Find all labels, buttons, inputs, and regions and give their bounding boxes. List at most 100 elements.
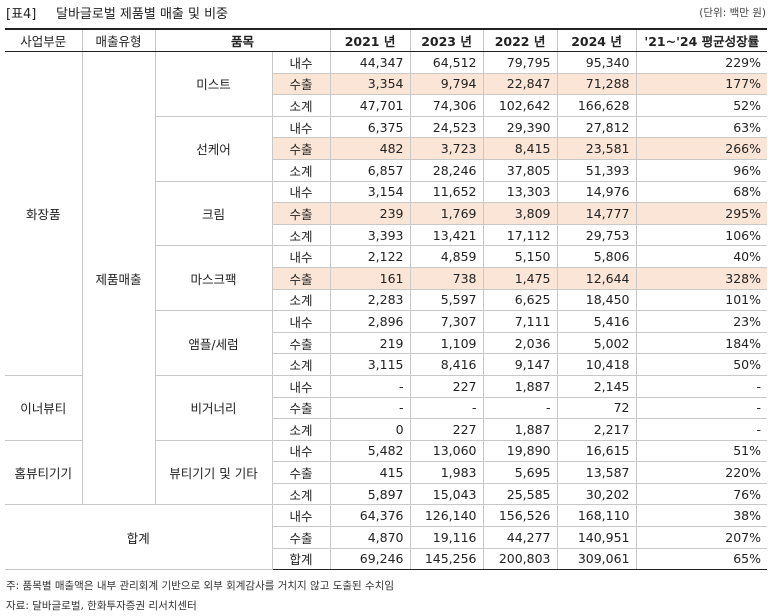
value-cell: 6,857 bbox=[329, 158, 411, 182]
value-cell: 1,475 bbox=[482, 266, 558, 290]
value-cell: 71,288 bbox=[556, 72, 637, 96]
value-cell: 29,753 bbox=[556, 223, 637, 247]
total-row: 합계 내수 64,376 126,140 156,526 168,110 38% bbox=[5, 504, 768, 571]
row-label: 수출 bbox=[272, 137, 331, 160]
row-label: 수출 bbox=[272, 202, 331, 225]
value-cell: 126,140 bbox=[409, 504, 484, 528]
value-cell: 40% bbox=[635, 245, 768, 268]
table-row: 마스크팩 내수 2,122 4,859 5,150 5,806 40% bbox=[5, 245, 768, 312]
value-cell: 64,512 bbox=[409, 51, 484, 74]
value-cell: 102,642 bbox=[482, 94, 558, 117]
value-cell: 140,951 bbox=[556, 526, 637, 549]
value-cell: 19,116 bbox=[409, 526, 484, 549]
value-cell: 12,644 bbox=[556, 266, 637, 290]
value-cell: 207% bbox=[635, 526, 768, 549]
table-row: 수출 219 1,109 2,036 5,002 184% bbox=[5, 331, 768, 355]
value-cell: 145,256 bbox=[409, 547, 484, 571]
value-cell: 3,154 bbox=[329, 180, 411, 204]
value-cell: 64,376 bbox=[329, 504, 411, 528]
table-title: 달바글로벌 제품별 매출 및 비중 bbox=[56, 7, 229, 22]
value-cell: 74,306 bbox=[409, 94, 484, 117]
value-cell: 25,585 bbox=[482, 482, 558, 506]
row-label: 내수 bbox=[271, 310, 331, 333]
value-cell: 2,217 bbox=[556, 418, 637, 441]
row-label: 내수 bbox=[271, 245, 331, 268]
value-cell: 328% bbox=[635, 266, 768, 290]
row-label: 소계 bbox=[272, 482, 331, 506]
item-cell: 미스트 bbox=[154, 51, 273, 117]
column-header: 품목 bbox=[154, 28, 331, 52]
value-cell: 227 bbox=[409, 374, 484, 398]
value-cell: 96% bbox=[635, 158, 768, 182]
table-row: 수출 3,354 9,794 22,847 71,288 177% bbox=[5, 72, 768, 96]
value-cell: 5,695 bbox=[482, 461, 558, 484]
value-cell: 1,769 bbox=[409, 202, 484, 225]
value-cell: 52% bbox=[635, 94, 768, 117]
value-cell: 2,145 bbox=[556, 374, 637, 398]
value-cell: 8,415 bbox=[482, 137, 558, 160]
segment-cell: 홈뷰티기기 bbox=[5, 439, 83, 506]
value-cell: 5,806 bbox=[556, 245, 637, 268]
value-cell: 1,887 bbox=[482, 374, 558, 398]
value-cell: 7,307 bbox=[409, 310, 484, 333]
value-cell: 15,043 bbox=[409, 482, 484, 506]
table-row: 화장품 제품매출 미스트 내수 44,347 64,512 79,795 95,340 229% bbox=[5, 50, 768, 506]
value-cell: 79,795 bbox=[482, 51, 558, 74]
row-label: 내수 bbox=[271, 374, 331, 398]
column-header: 2021 년 bbox=[329, 28, 411, 52]
value-cell: - bbox=[635, 374, 768, 398]
row-label: 수출 bbox=[272, 266, 331, 290]
value-cell: 101% bbox=[635, 288, 768, 312]
item-cell: 선케어 bbox=[155, 115, 273, 182]
sales-type-cell: 제품매출 bbox=[81, 50, 156, 506]
value-cell: 166,628 bbox=[556, 94, 637, 117]
value-cell: - bbox=[409, 396, 484, 420]
value-cell: 227 bbox=[409, 418, 484, 441]
value-cell: 8,416 bbox=[409, 353, 484, 376]
value-cell: 29,390 bbox=[482, 115, 558, 139]
value-cell: 3,809 bbox=[482, 202, 558, 225]
value-cell: 65% bbox=[635, 547, 768, 571]
row-label: 소계 bbox=[272, 94, 331, 117]
value-cell: 168,110 bbox=[556, 504, 637, 528]
row-label: 소계 bbox=[272, 288, 331, 312]
value-cell: 9,147 bbox=[482, 353, 558, 376]
table-body: 화장품 제품매출 미스트 내수 44,347 64,512 79,795 95,340 229%… bbox=[5, 50, 768, 571]
value-cell: 5,416 bbox=[556, 310, 637, 333]
row-label: 내수 bbox=[271, 180, 331, 204]
value-cell: 10,418 bbox=[556, 353, 637, 376]
row-label: 수출 bbox=[272, 331, 331, 355]
value-cell: 1,109 bbox=[409, 331, 484, 355]
value-cell: 13,421 bbox=[409, 223, 484, 247]
column-header: 2023 년 bbox=[409, 28, 484, 52]
value-cell: - bbox=[329, 396, 411, 420]
value-cell: 9,794 bbox=[409, 72, 484, 96]
value-cell: 4,859 bbox=[409, 245, 484, 268]
note: 주: 품목별 매출액은 내부 관리회계 기반으로 외부 회계감사를 거치지 않고… bbox=[6, 580, 395, 592]
value-cell: 1,983 bbox=[409, 461, 484, 484]
value-cell: 482 bbox=[329, 137, 411, 160]
value-cell: 5,482 bbox=[329, 439, 411, 463]
item-cell: 크림 bbox=[155, 180, 273, 247]
column-header: 2022 년 bbox=[482, 28, 558, 52]
table-row: 소계 3,393 13,421 17,112 29,753 106% bbox=[5, 223, 768, 247]
table-row: 수출 - - -72- bbox=[5, 396, 768, 420]
value-cell: 6,375 bbox=[329, 115, 411, 139]
table-head: 사업부문 매출유형 품목 2021 년 2023 년 2022 년 2024 년 '21~'2… bbox=[5, 28, 768, 52]
row-label: 수출 bbox=[272, 461, 331, 484]
value-cell: 51,393 bbox=[556, 158, 637, 182]
item-cell: 앰플/세럼 bbox=[155, 310, 273, 376]
value-cell: 23% bbox=[635, 310, 768, 333]
column-header: 매출유형 bbox=[81, 28, 156, 52]
value-cell: 14,777 bbox=[556, 202, 637, 225]
value-cell: 156,526 bbox=[482, 504, 558, 528]
value-cell: 13,303 bbox=[482, 180, 558, 204]
value-cell: - bbox=[329, 374, 411, 398]
table-row: 수출 161 738 1,475 12,644 328% bbox=[5, 266, 768, 290]
value-cell: 184% bbox=[635, 331, 768, 355]
value-cell: 0 bbox=[329, 418, 411, 441]
table-row: 소계 0 227 1,887 2,217- bbox=[5, 418, 768, 441]
table-row: 선케어 내수 6,375 24,523 29,390 27,812 63% bbox=[5, 115, 768, 182]
value-cell: 11,652 bbox=[409, 180, 484, 204]
